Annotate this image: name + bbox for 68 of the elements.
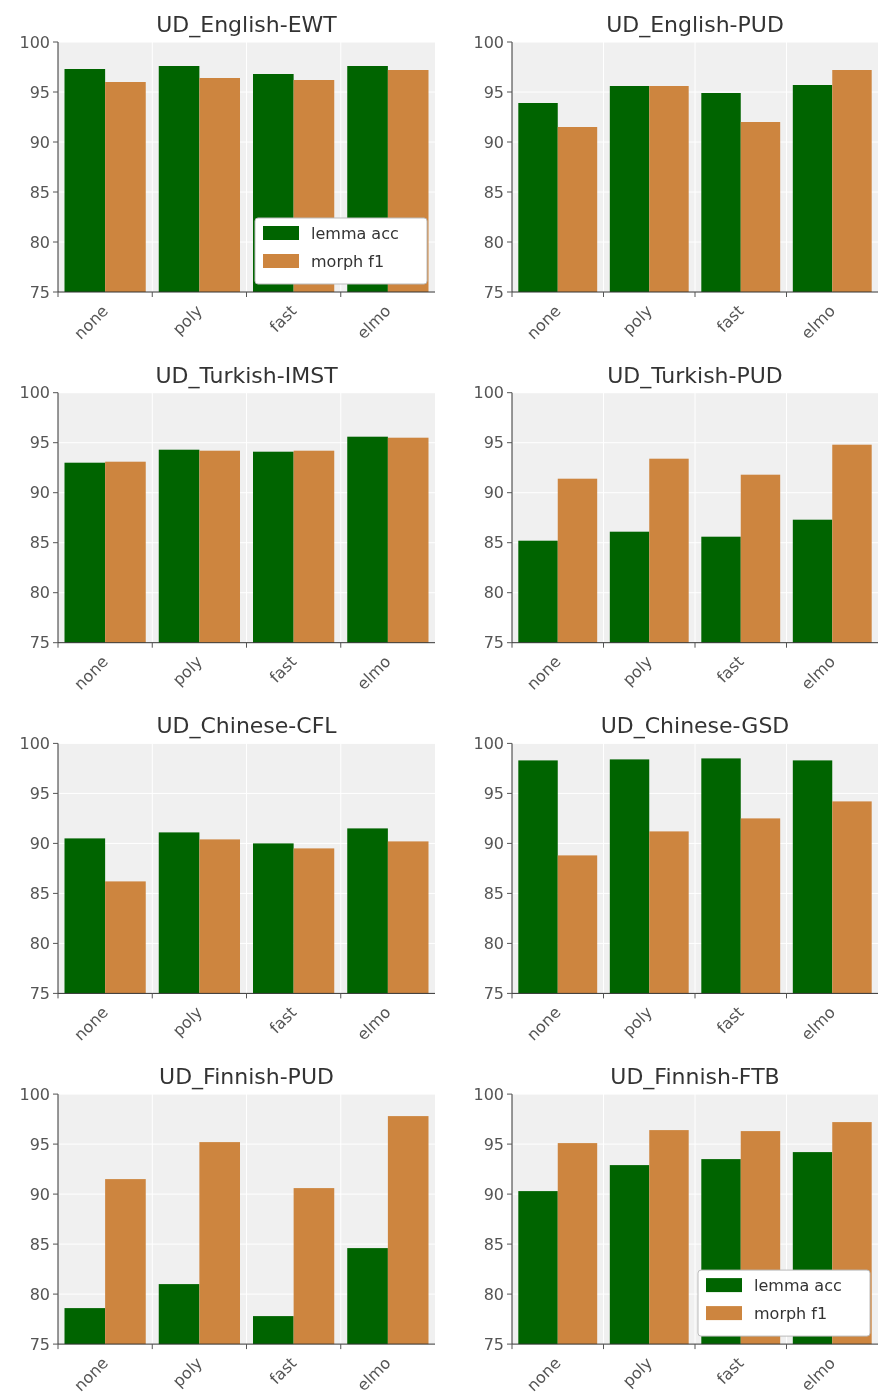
y-tick-label: 75 [483,1334,504,1354]
y-tick-label: 85 [483,182,504,202]
y-tick-label: 75 [483,984,504,1003]
y-tick-label: 85 [483,884,504,903]
legend-label: lemma acc [311,223,399,243]
legend-label: lemma acc [754,1275,842,1295]
y-tick-label: 75 [29,633,50,653]
y-tick-label: 95 [483,1134,504,1154]
y-tick-label: 100 [19,383,50,403]
y-tick-label: 75 [29,984,50,1003]
x-tick-label: fast [265,1353,301,1389]
y-tick-label: 85 [29,533,50,553]
y-tick-label: 90 [483,834,504,853]
y-tick-label: 95 [29,433,50,453]
y-tick-label: 80 [29,934,50,953]
y-tick-label: 85 [483,1234,504,1254]
y-tick-label: 90 [29,834,50,853]
y-tick-label: 100 [19,32,50,52]
legend-label: morph f1 [311,251,385,271]
chart-title: UD_Chinese-GSD [600,713,790,740]
y-tick-label: 95 [29,784,50,803]
y-tick-label: 90 [29,132,50,152]
chart-title: UD_English-EWT [156,12,338,38]
y-tick-label: 75 [483,282,504,302]
y-tick-label: 95 [483,82,504,102]
y-tick-label: 100 [19,1084,50,1104]
y-tick-label: 75 [483,633,504,653]
chart-title: UD_Finnish-PUD [159,1064,334,1091]
y-tick-label: 90 [29,483,50,503]
y-tick-label: 100 [473,383,504,403]
y-tick-label: 95 [29,82,50,102]
y-tick-label: 100 [473,1084,504,1104]
y-tick-label: 75 [29,1334,50,1354]
y-tick-label: 80 [483,934,504,953]
legend-label: morph f1 [754,1303,828,1323]
y-tick-label: 85 [29,182,50,202]
y-tick-label: 80 [29,1284,50,1304]
y-tick-label: 95 [483,784,504,803]
y-tick-label: 100 [473,32,504,52]
x-tick-label: fast [712,652,748,687]
y-tick-label: 80 [29,583,50,603]
x-tick-label: fast [712,1353,748,1389]
y-tick-label: 90 [483,483,504,503]
y-tick-label: 75 [29,282,50,302]
chart-title: UD_Turkish-IMST [155,362,339,389]
chart-title: UD_Chinese-CFL [156,713,338,740]
y-tick-label: 85 [29,884,50,903]
y-tick-label: 95 [483,433,504,453]
y-tick-label: 80 [483,1284,504,1304]
x-tick-label: fast [712,301,748,336]
y-tick-label: 90 [29,1184,50,1204]
chart-title: UD_Turkish-PUD [607,362,783,389]
x-tick-label: fast [265,301,301,336]
x-tick-label: fast [712,1002,748,1038]
y-tick-label: 85 [483,533,504,553]
x-tick-label: fast [265,1002,301,1038]
y-tick-label: 80 [29,232,50,252]
y-tick-label: 100 [19,734,50,753]
chart-title: UD_English-PUD [606,12,784,38]
y-tick-label: 90 [483,132,504,152]
y-tick-label: 80 [483,583,504,603]
y-tick-label: 90 [483,1184,504,1204]
y-tick-label: 80 [483,232,504,252]
y-tick-label: 100 [473,734,504,753]
chart-title: UD_Finnish-FTB [610,1064,780,1091]
x-tick-label: fast [265,652,301,687]
y-tick-label: 95 [29,1134,50,1154]
y-tick-label: 85 [29,1234,50,1254]
